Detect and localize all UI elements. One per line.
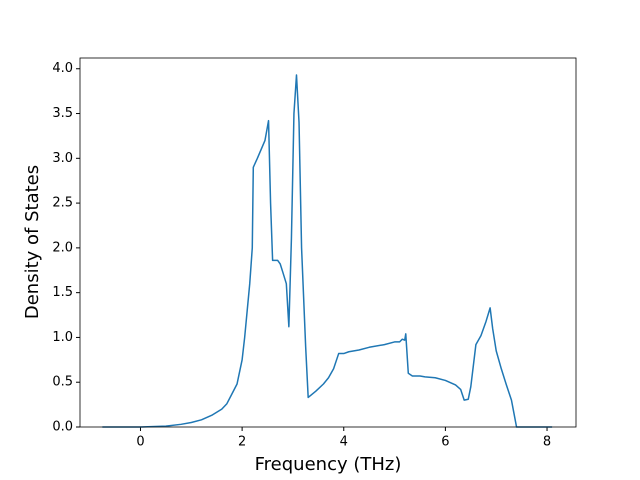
x-tick-label: 8 (543, 435, 551, 450)
data-line (102, 74, 553, 428)
x-tick-label: 2 (238, 435, 246, 450)
y-tick-label: 1.5 (52, 285, 73, 300)
y-axis-label: Density of States (22, 165, 43, 319)
y-tick-label: 4.0 (52, 61, 73, 76)
x-axis-label: Frequency (THz) (255, 454, 402, 475)
x-tick-label: 6 (441, 435, 449, 450)
y-tick-label: 2.0 (52, 240, 73, 255)
y-tick-label: 3.0 (52, 151, 73, 166)
y-tick-label: 1.0 (52, 330, 73, 345)
plot-frame (79, 57, 577, 428)
y-tick-label: 0.0 (52, 420, 73, 435)
x-tick-label: 4 (340, 435, 348, 450)
y-tick-label: 0.5 (52, 375, 73, 390)
y-tick-label: 3.5 (52, 106, 73, 121)
x-tick-label: 0 (136, 435, 144, 450)
y-tick-label: 2.5 (52, 196, 73, 211)
